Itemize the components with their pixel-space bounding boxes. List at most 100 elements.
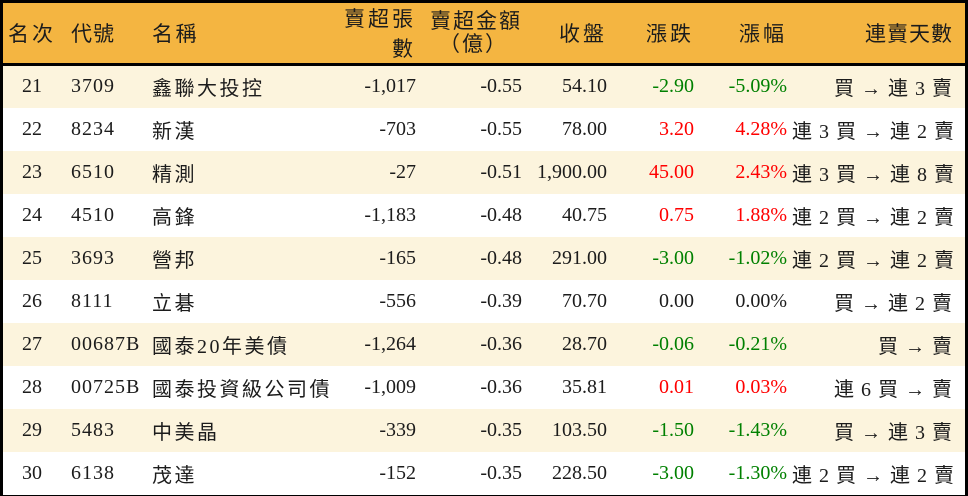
- cell-change: -0.06: [652, 332, 694, 355]
- cell-rank: 26: [22, 289, 42, 312]
- cell-amount: -0.55: [480, 75, 522, 98]
- header-pct: 漲幅: [697, 3, 792, 66]
- cell-amount: -0.48: [480, 246, 522, 269]
- cell-name: 立碁: [152, 292, 197, 315]
- cell-name: 營邦: [152, 249, 197, 272]
- cell-code: 6138: [71, 461, 115, 484]
- cell-name: 精測: [152, 163, 197, 186]
- cell-close: 78.00: [562, 117, 607, 140]
- table-row: 29 5483 中美晶 -339 -0.35 103.50 -1.50 -1.43% 買 → 連…: [3, 408, 965, 452]
- cell-rank: 29: [22, 418, 42, 441]
- table-row: 23 6510 精測 -27 -0.51 1,900.00 45.00 2.43% 連 3 買 …: [3, 150, 965, 194]
- header-code: 代號: [61, 3, 146, 66]
- cell-close: 28.70: [562, 332, 607, 355]
- cell-amount: -0.35: [480, 418, 522, 441]
- cell-days: 連 6 買 → 賣: [834, 378, 953, 401]
- cell-amount: -0.35: [480, 461, 522, 484]
- cell-amount: -0.39: [480, 289, 522, 312]
- table-body: 21 3709 鑫聯大投控 -1,017 -0.55 54.10 -2.90 -5.09% 買 …: [3, 64, 965, 495]
- cell-amount: -0.55: [480, 117, 522, 140]
- cell-change: 0.00: [659, 289, 694, 312]
- cell-change: 45.00: [649, 160, 694, 183]
- cell-rank: 30: [22, 461, 42, 484]
- cell-volume: -703: [379, 117, 416, 140]
- sell-over-ranking-table: 名次 代號 名稱 賣超張數 賣超金額 （億） 收盤 漲跌 漲幅 連賣天數 21 3…: [3, 3, 965, 495]
- header-days: 連賣天數: [792, 3, 965, 66]
- cell-volume: -152: [379, 461, 416, 484]
- cell-code: 00687B: [71, 332, 141, 355]
- cell-volume: -1,017: [364, 75, 416, 98]
- header-amount-line2: （億）: [439, 32, 508, 56]
- cell-days: 買 → 賣: [878, 335, 953, 358]
- cell-volume: -556: [379, 289, 416, 312]
- cell-rank: 21: [22, 75, 42, 98]
- cell-change: -2.90: [652, 75, 694, 98]
- cell-name: 茂達: [152, 464, 197, 487]
- table-row: 24 4510 高鋒 -1,183 -0.48 40.75 0.75 1.88% 連 2 買 →…: [3, 193, 965, 237]
- cell-close: 35.81: [562, 375, 607, 398]
- cell-days: 買 → 連 2 賣: [834, 292, 953, 315]
- table-row: 28 00725B 國泰投資級公司債 -1,009 -0.36 35.81 0.01 0.03…: [3, 365, 965, 409]
- cell-volume: -1,264: [364, 332, 416, 355]
- cell-days: 連 2 買 → 連 2 賣: [792, 206, 955, 229]
- cell-rank: 28: [22, 375, 42, 398]
- cell-rank: 27: [22, 332, 42, 355]
- cell-days: 買 → 連 3 賣: [834, 421, 953, 444]
- cell-amount: -0.36: [480, 332, 522, 355]
- cell-pct: 1.88%: [735, 203, 787, 226]
- cell-amount: -0.36: [480, 375, 522, 398]
- cell-close: 291.00: [552, 246, 607, 269]
- table-row: 21 3709 鑫聯大投控 -1,017 -0.55 54.10 -2.90 -5.09% 買 …: [3, 64, 965, 108]
- header-volume: 賣超張數: [331, 3, 421, 66]
- cell-code: 8111: [71, 289, 114, 312]
- header-amount: 賣超金額 （億）: [421, 3, 526, 66]
- cell-name: 中美晶: [152, 421, 220, 444]
- header-name: 名稱: [146, 3, 331, 66]
- table-row: 27 00687B 國泰20年美債 -1,264 -0.36 28.70 -0.06 -0.2…: [3, 322, 965, 366]
- cell-pct: 0.03%: [735, 375, 787, 398]
- cell-code: 3709: [71, 75, 115, 98]
- table-row: 30 6138 茂達 -152 -0.35 228.50 -3.00 -1.30% 連 2 買 …: [3, 451, 965, 495]
- cell-pct: -1.30%: [728, 461, 787, 484]
- cell-days: 連 2 買 → 連 2 賣: [792, 249, 955, 272]
- cell-code: 4510: [71, 203, 115, 226]
- cell-amount: -0.48: [480, 203, 522, 226]
- cell-change: 0.01: [659, 375, 694, 398]
- table-header: 名次 代號 名稱 賣超張數 賣超金額 （億） 收盤 漲跌 漲幅 連賣天數: [3, 3, 965, 66]
- cell-close: 54.10: [562, 75, 607, 98]
- cell-change: -3.00: [652, 246, 694, 269]
- cell-name: 新漢: [152, 120, 197, 143]
- cell-rank: 25: [22, 246, 42, 269]
- cell-pct: 0.00%: [735, 289, 787, 312]
- cell-amount: -0.51: [480, 160, 522, 183]
- cell-name: 國泰投資級公司債: [152, 378, 331, 401]
- header-close: 收盤: [526, 3, 614, 66]
- table-row: 26 8111 立碁 -556 -0.39 70.70 0.00 0.00% 買 → 連 2 賣: [3, 279, 965, 323]
- cell-volume: -1,009: [364, 375, 416, 398]
- cell-close: 228.50: [552, 461, 607, 484]
- cell-name: 國泰20年美債: [152, 335, 290, 358]
- cell-name: 高鋒: [152, 206, 197, 229]
- cell-name: 鑫聯大投控: [152, 78, 265, 101]
- cell-days: 連 3 買 → 連 8 賣: [792, 163, 955, 186]
- header-change: 漲跌: [614, 3, 697, 66]
- cell-rank: 23: [22, 160, 42, 183]
- cell-volume: -339: [379, 418, 416, 441]
- cell-pct: -0.21%: [728, 332, 787, 355]
- cell-pct: 2.43%: [735, 160, 787, 183]
- cell-code: 6510: [71, 160, 115, 183]
- cell-volume: -1,183: [364, 203, 416, 226]
- cell-change: 0.75: [659, 203, 694, 226]
- header-row: 名次 代號 名稱 賣超張數 賣超金額 （億） 收盤 漲跌 漲幅 連賣天數: [3, 3, 965, 66]
- cell-days: 買 → 連 3 賣: [834, 78, 953, 101]
- cell-change: -3.00: [652, 461, 694, 484]
- cell-close: 103.50: [552, 418, 607, 441]
- cell-change: -1.50: [652, 418, 694, 441]
- cell-code: 8234: [71, 117, 115, 140]
- cell-volume: -27: [389, 160, 416, 183]
- cell-days: 連 2 買 → 連 2 賣: [792, 464, 955, 487]
- cell-close: 70.70: [562, 289, 607, 312]
- header-amount-line1: 賣超金額: [430, 9, 522, 33]
- cell-change: 3.20: [659, 117, 694, 140]
